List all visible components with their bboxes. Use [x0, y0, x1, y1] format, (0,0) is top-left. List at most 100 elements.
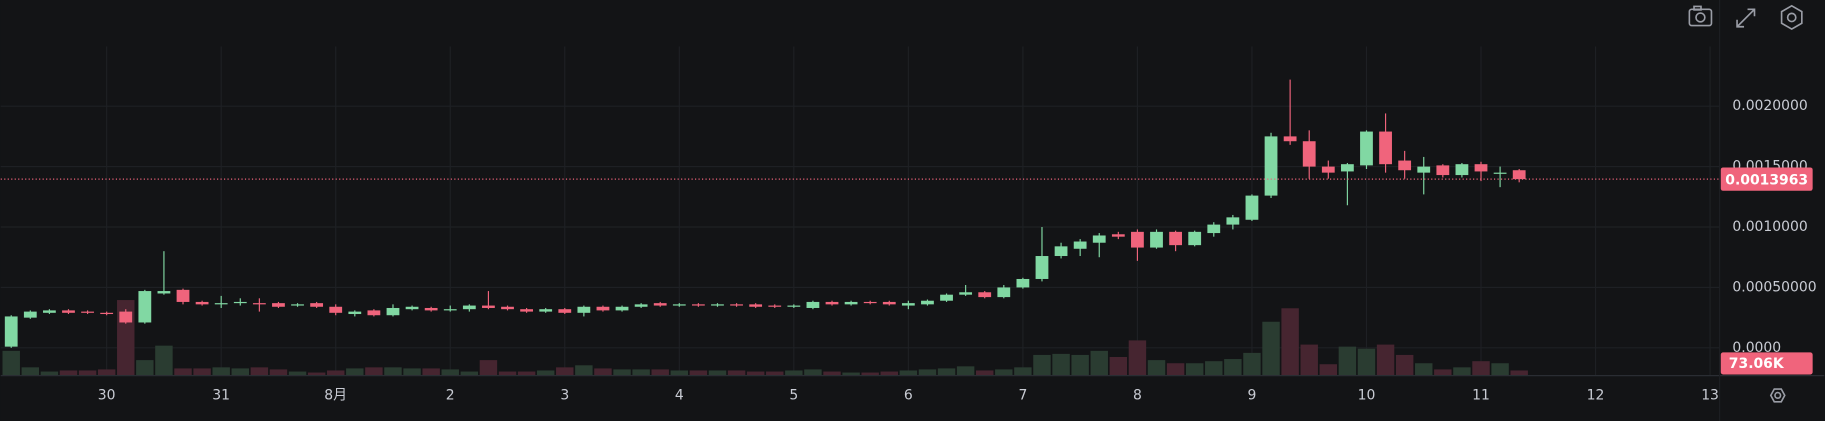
volume-bar	[2, 350, 20, 376]
volume-bar	[1262, 321, 1280, 376]
volume-bar	[1014, 367, 1032, 376]
candle-body	[462, 305, 476, 310]
y-tick-label: 0.00050000	[1732, 279, 1816, 295]
candle-body	[1302, 141, 1316, 167]
candle-body	[1512, 170, 1526, 180]
volume-bar	[1166, 363, 1185, 376]
camera-icon[interactable]	[1688, 5, 1713, 27]
volume-bar	[1319, 364, 1338, 376]
volume-bar	[384, 367, 402, 376]
candle-body	[1092, 235, 1106, 243]
volume-bar	[1453, 367, 1471, 376]
volume-bar	[1071, 354, 1089, 376]
candle-body	[443, 309, 457, 311]
volume-bar	[918, 369, 937, 376]
volume-bar	[326, 370, 345, 376]
volume-bar	[1205, 361, 1223, 376]
volume-bar	[460, 371, 479, 376]
candle-body	[81, 311, 94, 313]
candle-body	[1264, 136, 1278, 196]
volume-bar	[479, 360, 498, 376]
volume-bar	[689, 370, 708, 376]
candle-body	[691, 304, 705, 306]
candle-body	[1417, 166, 1431, 173]
candle-body	[482, 305, 495, 308]
volume-bar	[1185, 363, 1204, 376]
volume-tag	[1720, 352, 1813, 375]
candle-body	[1016, 278, 1030, 288]
candle-body	[1360, 131, 1373, 166]
volume-bar	[1147, 360, 1166, 376]
y-tick-label: 0.0010000	[1732, 219, 1807, 235]
axis-settings-icon[interactable]	[1769, 388, 1786, 403]
candle-body	[1321, 166, 1335, 173]
volume-bar	[746, 371, 765, 376]
volume-bar	[995, 369, 1013, 376]
candle-body	[195, 301, 209, 305]
volume-bar	[212, 367, 230, 376]
candle-body	[940, 294, 953, 301]
candle-body	[62, 310, 75, 313]
candle-body	[157, 291, 171, 294]
volume-bar	[1281, 308, 1299, 376]
x-tick-label: 9	[1248, 387, 1257, 403]
candle-body	[978, 292, 992, 298]
candle-body	[901, 303, 915, 306]
volume-bar	[823, 371, 841, 376]
candle-body	[806, 301, 820, 308]
x-tick-label: 10	[1358, 387, 1376, 403]
candle-body	[1340, 164, 1354, 172]
volume-bar	[670, 370, 689, 376]
candle-body	[520, 309, 533, 312]
x-tick-label: 4	[675, 387, 684, 403]
volume-bar	[136, 360, 154, 376]
volume-bar	[1128, 340, 1147, 376]
volume-bar	[307, 372, 326, 376]
candle-body	[997, 287, 1011, 298]
x-tick-label: 2	[446, 387, 455, 403]
candle-body	[711, 304, 724, 306]
volume-bar	[556, 367, 574, 376]
candle-body	[672, 304, 686, 306]
volume-bar	[1090, 350, 1108, 376]
y-tick-label: 0.0020000	[1732, 98, 1807, 114]
candle-body	[921, 300, 934, 305]
candles	[4, 79, 1526, 348]
candle-body	[787, 305, 801, 307]
volume-bar	[899, 370, 918, 376]
volume-bar	[708, 370, 727, 376]
candle-body	[501, 306, 514, 310]
y-tick-label: 0.0000	[1732, 340, 1781, 356]
x-tick-label: 8	[1133, 387, 1142, 403]
volume-bar	[193, 368, 211, 376]
candle-body	[1188, 231, 1202, 246]
candle-body	[1169, 231, 1182, 246]
candle-body	[730, 304, 743, 306]
candle-body	[1283, 136, 1297, 142]
x-tick-label: 7	[1018, 387, 1027, 403]
volume-bar	[498, 371, 517, 376]
volume-bar	[288, 371, 307, 376]
candle-body	[233, 301, 247, 304]
volume-bar	[1415, 363, 1433, 376]
fullscreen-icon[interactable]	[1736, 8, 1756, 28]
candle-body	[1131, 231, 1144, 248]
volume-bar	[956, 366, 975, 376]
volume-bar	[155, 345, 173, 376]
candle-body	[1474, 164, 1488, 172]
candle-body	[1111, 234, 1125, 237]
candle-body	[1436, 165, 1450, 176]
candle-body	[844, 301, 858, 305]
candle-body	[1226, 217, 1240, 225]
volume-bar	[403, 368, 421, 376]
volume-bar	[346, 368, 364, 376]
candle-body	[577, 306, 591, 313]
settings-icon[interactable]	[1780, 4, 1803, 31]
volume-bar	[1300, 344, 1318, 376]
volume-bar	[269, 369, 288, 376]
volume-bar	[1395, 354, 1414, 376]
volume-bar	[250, 367, 269, 376]
candle-body	[959, 292, 973, 295]
candle-body	[272, 303, 285, 307]
volume-bar	[1491, 363, 1509, 376]
